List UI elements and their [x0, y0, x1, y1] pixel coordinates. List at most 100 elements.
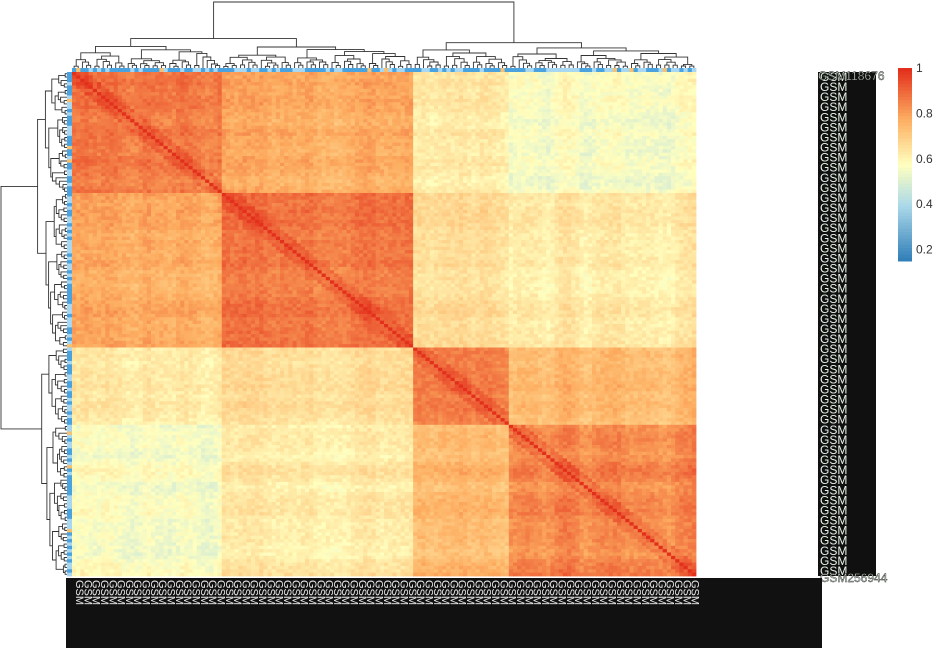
- heatmap-cell: [193, 99, 198, 103]
- heatmap-cell: [525, 143, 530, 147]
- heatmap-cell: [230, 112, 235, 116]
- heatmap-cell: [76, 159, 81, 163]
- heatmap-cell: [405, 159, 410, 163]
- heatmap-cell: [292, 163, 297, 167]
- heatmap-cell: [600, 146, 605, 150]
- heatmap-cell: [301, 85, 306, 89]
- heatmap-cell: [105, 119, 110, 123]
- heatmap-cell: [596, 132, 601, 136]
- heatmap-cell: [247, 166, 252, 170]
- heatmap-cell: [663, 149, 668, 153]
- heatmap-cell: [259, 132, 264, 136]
- heatmap-cell: [484, 156, 489, 160]
- heatmap-cell: [496, 82, 501, 86]
- column-annotation-cell: [288, 68, 293, 72]
- heatmap-cell: [151, 109, 156, 113]
- heatmap-cell: [621, 96, 626, 100]
- heatmap-cell: [650, 116, 655, 120]
- heatmap-cell: [255, 132, 260, 136]
- column-annotation-cell: [147, 68, 152, 72]
- heatmap-cell: [197, 109, 202, 113]
- heatmap-cell: [234, 85, 239, 89]
- heatmap-cell: [105, 143, 110, 147]
- heatmap-cell: [667, 126, 672, 130]
- heatmap-cell: [442, 85, 447, 89]
- heatmap-cell: [480, 143, 485, 147]
- heatmap-cell: [409, 129, 414, 133]
- heatmap-cell: [505, 116, 510, 120]
- heatmap-cell: [143, 92, 148, 96]
- heatmap-cell: [176, 102, 181, 106]
- heatmap-cell: [413, 109, 418, 113]
- heatmap-cell: [634, 153, 639, 157]
- heatmap-cell: [405, 149, 410, 153]
- heatmap-cell: [604, 85, 609, 89]
- heatmap-cell: [201, 99, 206, 103]
- heatmap-cell: [575, 143, 580, 147]
- heatmap-cell: [292, 153, 297, 157]
- heatmap-cell: [609, 143, 614, 147]
- heatmap-cell: [451, 126, 456, 130]
- heatmap-cell: [492, 159, 497, 163]
- row-annotation-cell: [67, 324, 72, 328]
- heatmap-cell: [367, 149, 372, 153]
- heatmap-cell: [122, 75, 127, 79]
- heatmap-cell: [459, 85, 464, 89]
- heatmap-cell: [617, 89, 622, 93]
- heatmap-cell: [93, 122, 98, 126]
- heatmap-cell: [688, 153, 693, 157]
- heatmap-cell: [347, 72, 352, 76]
- heatmap-cell: [80, 116, 85, 120]
- heatmap-cell: [525, 156, 530, 160]
- heatmap-cell: [213, 75, 218, 79]
- heatmap-cell: [442, 82, 447, 86]
- heatmap-cell: [467, 129, 472, 133]
- heatmap-cell: [625, 126, 630, 130]
- heatmap-cell: [421, 99, 426, 103]
- heatmap-cell: [679, 136, 684, 140]
- heatmap-cell: [222, 119, 227, 123]
- heatmap-cell: [629, 146, 634, 150]
- heatmap-cell: [134, 136, 139, 140]
- heatmap-cell: [89, 129, 94, 133]
- heatmap-cell: [164, 119, 169, 123]
- heatmap-cell: [197, 132, 202, 136]
- heatmap-cell: [130, 96, 135, 100]
- heatmap-cell: [301, 119, 306, 123]
- heatmap-cell: [534, 122, 539, 126]
- heatmap-cell: [326, 75, 331, 79]
- dendrogram-branch: [65, 336, 67, 339]
- heatmap-cell: [642, 102, 647, 106]
- heatmap-cell: [671, 72, 676, 76]
- dendrogram-branch: [64, 558, 67, 561]
- heatmap-cell: [180, 153, 185, 157]
- heatmap-cell: [546, 156, 551, 160]
- heatmap-cell: [213, 99, 218, 103]
- column-annotation-cell: [679, 68, 684, 72]
- heatmap-cell: [675, 163, 680, 167]
- heatmap-cell: [609, 153, 614, 157]
- heatmap-cell: [421, 72, 426, 76]
- heatmap-cell: [367, 166, 372, 170]
- heatmap-cell: [309, 109, 314, 113]
- heatmap-cell: [234, 166, 239, 170]
- heatmap-cell: [550, 166, 555, 170]
- heatmap-cell: [105, 136, 110, 140]
- heatmap-cell: [567, 96, 572, 100]
- heatmap-cell: [180, 79, 185, 83]
- heatmap-cell: [122, 82, 127, 86]
- heatmap-cell: [396, 146, 401, 150]
- heatmap-cell: [509, 99, 514, 103]
- heatmap-cell: [118, 89, 123, 93]
- heatmap-cell: [575, 119, 580, 123]
- heatmap-cell: [255, 112, 260, 116]
- heatmap-cell: [480, 149, 485, 153]
- heatmap-cell: [409, 89, 414, 93]
- heatmap-cell: [342, 109, 347, 113]
- heatmap-cell: [492, 112, 497, 116]
- heatmap-cell: [342, 136, 347, 140]
- heatmap-cell: [488, 166, 493, 170]
- heatmap-cell: [209, 139, 214, 143]
- heatmap-cell: [580, 92, 585, 96]
- heatmap-cell: [213, 96, 218, 100]
